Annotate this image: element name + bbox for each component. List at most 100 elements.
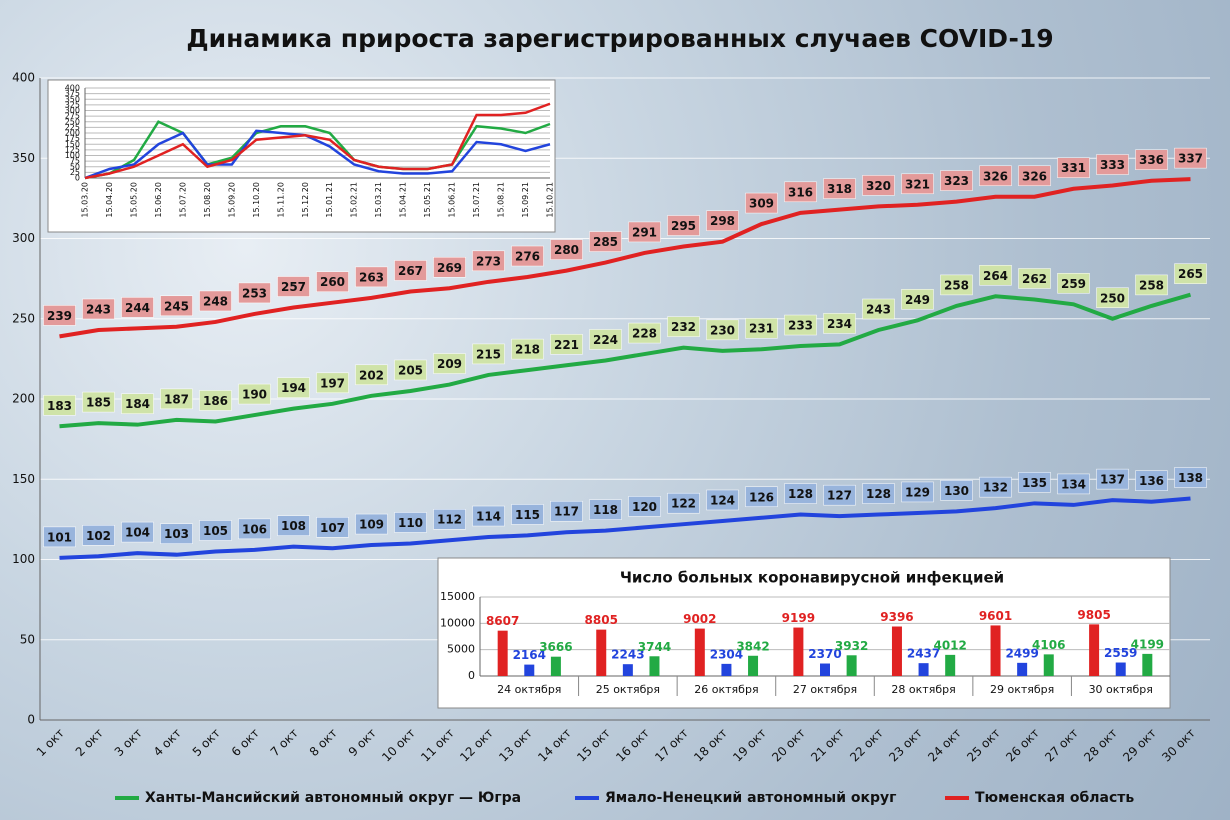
data-label-box <box>316 517 349 538</box>
data-label: 337 <box>1178 152 1203 166</box>
x-tick-label: 16 окт <box>613 726 652 765</box>
x-tick-label: 15.11.20 <box>276 182 285 218</box>
x-tick-label: 22 окт <box>847 726 886 765</box>
x-tick-label: 28 окт <box>1081 726 1120 765</box>
data-label: 2370 <box>808 647 841 661</box>
y-tick-label: 125 <box>65 145 80 154</box>
y-tick-label: 250 <box>12 311 35 325</box>
data-label-box <box>43 526 76 548</box>
x-tick-label: 4 окт <box>151 726 184 759</box>
data-label-box <box>862 175 895 196</box>
data-label: 264 <box>983 269 1008 283</box>
data-label: 265 <box>1178 267 1203 281</box>
x-tick-label: 15.03.20 <box>81 182 90 218</box>
x-tick-label: 11 окт <box>418 726 457 765</box>
data-label: 130 <box>944 484 969 498</box>
data-label: 132 <box>983 481 1008 495</box>
data-label: 186 <box>203 394 228 408</box>
bar <box>721 663 732 676</box>
x-tick-label: 15.07.21 <box>472 182 481 218</box>
data-label-box <box>433 353 466 374</box>
data-label: 9002 <box>683 612 716 626</box>
data-label-box <box>1096 468 1129 490</box>
data-label: 120 <box>632 500 657 514</box>
data-label: 107 <box>320 521 345 535</box>
data-label: 295 <box>671 219 696 233</box>
inset-title: Число больных коронавирусной инфекцией <box>620 569 1004 587</box>
y-tick-label: 100 <box>65 151 80 160</box>
y-tick-label: 150 <box>65 140 80 149</box>
data-label-box <box>1096 154 1129 175</box>
data-label-box <box>862 483 895 504</box>
data-label-box <box>199 390 232 411</box>
data-label: 234 <box>827 317 852 331</box>
data-label: 258 <box>1139 278 1164 292</box>
data-label-box <box>667 492 700 514</box>
data-label: 321 <box>905 177 930 191</box>
bar <box>820 663 830 676</box>
data-label: 9601 <box>979 609 1012 623</box>
x-tick-label: 29 октября <box>990 683 1054 696</box>
data-label: 184 <box>125 397 150 411</box>
data-label: 326 <box>983 169 1008 183</box>
x-tick-label: 18 окт <box>691 726 730 765</box>
y-tick-label: 375 <box>65 89 80 98</box>
data-label: 320 <box>866 179 891 193</box>
series-line <box>84 120 551 180</box>
data-label: 137 <box>1100 473 1125 487</box>
data-label-box <box>550 500 583 522</box>
data-label: 136 <box>1139 474 1164 488</box>
data-label-box <box>1018 268 1051 289</box>
data-label-box <box>940 480 973 501</box>
y-tick-label: 15000 <box>440 590 475 603</box>
data-label-box <box>43 395 76 416</box>
data-label-box <box>511 504 544 525</box>
data-label-box <box>511 245 544 267</box>
y-tick-label: 0 <box>468 669 475 682</box>
data-label-box <box>706 210 739 231</box>
data-label: 4199 <box>1131 637 1164 651</box>
bar <box>748 655 759 676</box>
data-label: 110 <box>398 516 423 530</box>
data-label-box <box>745 317 778 339</box>
data-label-box <box>628 322 661 344</box>
data-label: 273 <box>476 254 501 268</box>
y-tick-label: 325 <box>65 100 80 109</box>
y-tick-label: 50 <box>70 162 80 171</box>
y-tick-label: 350 <box>65 95 80 104</box>
data-label-box <box>355 513 388 535</box>
data-label: 2164 <box>513 648 546 662</box>
data-label: 114 <box>476 510 501 524</box>
data-label: 135 <box>1022 476 1047 490</box>
data-label-box <box>628 496 661 517</box>
bar <box>918 663 929 676</box>
y-tick-label: 200 <box>12 392 35 406</box>
x-tick-label: 7 окт <box>268 726 301 759</box>
data-label-box <box>316 271 349 292</box>
data-label: 129 <box>905 485 930 499</box>
data-label-box <box>745 486 778 508</box>
data-label-box <box>121 393 154 414</box>
bar <box>649 656 660 676</box>
bar <box>793 627 804 676</box>
data-label: 257 <box>281 280 306 294</box>
data-label-box <box>589 329 622 350</box>
data-label-box <box>550 239 583 260</box>
data-label: 221 <box>554 338 579 352</box>
data-label-box <box>784 314 817 336</box>
data-label-box <box>1174 263 1207 284</box>
data-label-box <box>277 515 310 536</box>
data-label: 316 <box>788 185 813 199</box>
data-label-box <box>433 257 466 278</box>
bar <box>550 656 561 676</box>
x-tick-label: 9 окт <box>346 726 379 759</box>
data-label: 183 <box>47 399 72 413</box>
series-line <box>59 292 1192 429</box>
data-label: 267 <box>398 264 423 278</box>
legend-label: Ямало-Ненецкий автономный округ <box>605 790 896 806</box>
x-tick-label: 10 окт <box>379 726 418 765</box>
data-label-box <box>1018 472 1051 493</box>
x-tick-label: 15.05.20 <box>129 182 138 218</box>
data-label: 134 <box>1061 477 1086 491</box>
